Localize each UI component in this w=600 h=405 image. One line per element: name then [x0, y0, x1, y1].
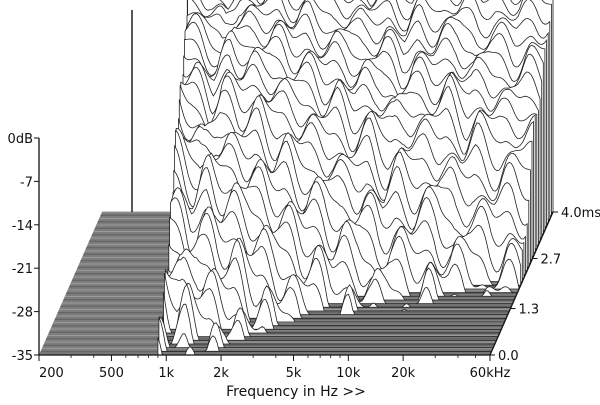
z-tick-label: 4.0msec — [561, 206, 600, 221]
spectrum-slice — [163, 288, 500, 334]
spectrum-slice — [158, 317, 492, 352]
x-tick-label: 200 — [39, 366, 64, 381]
y-tick-label: 0dB — [8, 132, 33, 147]
z-axis-line — [489, 211, 554, 356]
x-tick-label: 2k — [213, 366, 229, 381]
x-tick-label: 1k — [158, 366, 174, 381]
z-tick-label: 1.3 — [518, 303, 539, 318]
x-axis-title: Frequency in Hz >> — [226, 384, 366, 400]
x-tick-label: 10k — [336, 366, 361, 381]
y-tick-label: -7 — [20, 175, 33, 190]
z-tick-label: 2.7 — [541, 252, 562, 267]
z-tick-label: 0.0 — [498, 349, 519, 364]
x-tick-label: 5k — [286, 366, 302, 381]
x-tick-label: 20k — [391, 366, 416, 381]
x-tick-label: 500 — [99, 366, 124, 381]
chart-labels: 200 500 1k 2k 5k 10k 20k 60kHz 0dB -7 -14 -21 -28 -35… — [8, 132, 600, 381]
y-tick-label: -21 — [12, 262, 33, 277]
chart-axes — [38, 138, 554, 356]
x-tick-label: 60kHz — [470, 366, 511, 381]
y-tick-label: -35 — [12, 349, 33, 364]
spectrum-slice — [159, 315, 494, 349]
y-tick-label: -28 — [12, 306, 33, 321]
y-tick-label: -14 — [12, 219, 33, 234]
chart-slices — [131, 0, 554, 356]
